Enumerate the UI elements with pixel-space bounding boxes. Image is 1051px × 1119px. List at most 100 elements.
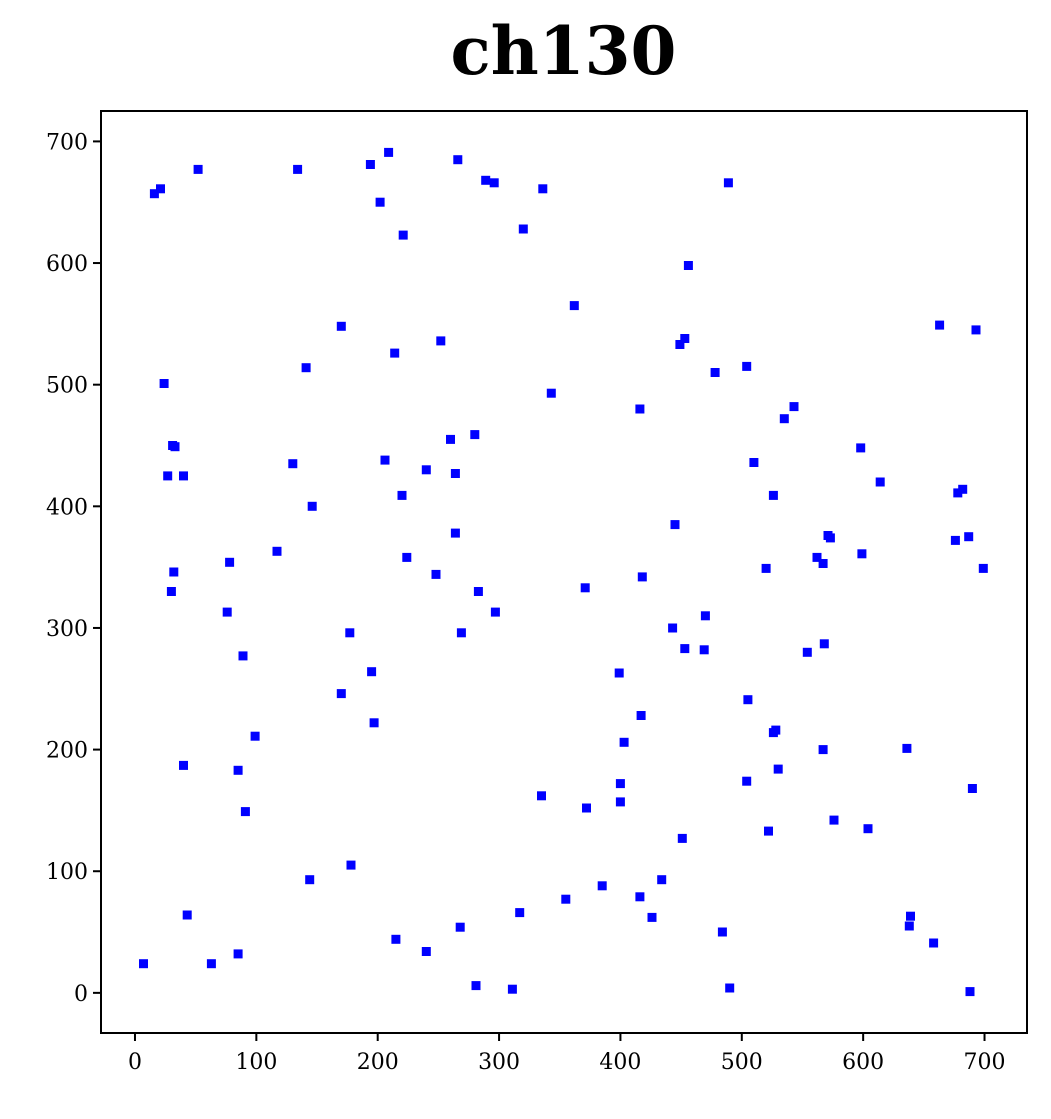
data-point-53 <box>471 981 481 991</box>
data-point-32 <box>367 667 377 677</box>
data-point-25 <box>305 875 315 885</box>
data-point-68 <box>597 881 607 891</box>
data-point-20 <box>250 731 260 741</box>
data-point-110 <box>825 533 835 543</box>
y-tick-label: 700 <box>46 130 88 155</box>
data-point-43 <box>421 465 431 475</box>
data-point-124 <box>964 532 974 542</box>
y-tick-label: 300 <box>46 617 88 642</box>
x-tick-label: 100 <box>235 1050 277 1075</box>
data-point-67 <box>582 803 591 813</box>
markers-layer <box>139 147 988 997</box>
data-point-44 <box>431 569 441 579</box>
data-point-63 <box>546 388 556 398</box>
data-point-10 <box>179 760 188 770</box>
data-point-128 <box>978 563 988 573</box>
data-point-11 <box>182 910 192 920</box>
x-tick-label: 300 <box>478 1050 520 1075</box>
data-point-76 <box>637 572 647 582</box>
data-point-33 <box>369 718 379 728</box>
data-point-15 <box>225 557 235 567</box>
data-point-92 <box>742 361 752 371</box>
data-point-39 <box>397 490 407 500</box>
data-point-23 <box>293 164 303 174</box>
data-point-64 <box>561 894 571 904</box>
x-tick-label: 500 <box>721 1050 763 1075</box>
data-point-115 <box>875 477 885 487</box>
chart-title: ch130 <box>450 12 677 90</box>
data-point-120 <box>935 320 945 330</box>
data-point-98 <box>768 490 778 500</box>
data-point-17 <box>233 949 243 959</box>
data-point-3 <box>159 379 169 388</box>
y-tick-label: 600 <box>46 252 88 277</box>
data-point-46 <box>446 434 455 444</box>
data-point-70 <box>615 779 625 789</box>
data-point-2 <box>156 184 165 194</box>
data-point-42 <box>421 947 431 956</box>
data-point-41 <box>402 552 412 562</box>
data-point-54 <box>473 587 483 596</box>
data-point-86 <box>699 645 709 655</box>
data-point-74 <box>635 892 645 902</box>
data-point-8 <box>169 567 179 577</box>
data-point-49 <box>453 155 463 165</box>
data-point-80 <box>670 520 680 530</box>
data-point-55 <box>481 175 491 185</box>
data-point-57 <box>490 607 500 617</box>
data-point-107 <box>818 559 828 568</box>
data-point-45 <box>436 336 446 346</box>
data-point-88 <box>710 368 720 377</box>
plot-frame <box>100 110 1028 1034</box>
data-point-65 <box>569 301 579 311</box>
data-point-84 <box>680 644 690 654</box>
data-point-73 <box>635 404 645 414</box>
data-point-62 <box>538 184 548 194</box>
y-tick-label: 100 <box>46 860 88 885</box>
data-point-16 <box>233 765 243 775</box>
data-point-13 <box>206 959 216 969</box>
data-point-106 <box>818 745 828 755</box>
data-point-83 <box>680 334 690 343</box>
data-point-34 <box>375 197 385 207</box>
data-point-52 <box>470 430 480 440</box>
data-point-48 <box>450 528 460 538</box>
data-point-123 <box>958 484 968 494</box>
data-point-26 <box>307 501 317 511</box>
data-point-40 <box>398 230 408 240</box>
data-point-38 <box>391 934 401 944</box>
data-point-61 <box>537 791 546 801</box>
data-point-6 <box>170 442 180 452</box>
data-point-72 <box>619 737 629 747</box>
data-point-108 <box>819 639 829 649</box>
data-point-79 <box>668 623 678 633</box>
data-point-18 <box>238 651 248 661</box>
data-point-4 <box>163 471 173 481</box>
data-point-87 <box>700 611 710 621</box>
data-point-1 <box>149 189 159 199</box>
data-point-94 <box>743 695 753 705</box>
data-point-101 <box>773 764 783 774</box>
data-point-0 <box>139 959 148 969</box>
data-point-50 <box>455 922 465 932</box>
data-point-111 <box>829 815 839 825</box>
data-point-100 <box>771 725 781 735</box>
data-point-21 <box>272 546 282 556</box>
data-point-119 <box>929 938 939 948</box>
data-point-118 <box>906 911 915 921</box>
data-point-85 <box>683 261 693 270</box>
data-point-37 <box>390 348 400 358</box>
data-point-14 <box>222 607 232 617</box>
y-tick-label: 400 <box>46 495 88 520</box>
data-point-51 <box>456 628 466 638</box>
data-point-112 <box>856 443 866 453</box>
data-point-56 <box>489 178 499 188</box>
data-point-28 <box>336 689 346 699</box>
data-point-82 <box>677 833 687 843</box>
data-point-91 <box>725 983 735 993</box>
data-point-9 <box>179 471 188 481</box>
data-point-90 <box>723 178 733 188</box>
x-tick-label: 0 <box>128 1050 142 1075</box>
data-point-60 <box>518 224 528 234</box>
